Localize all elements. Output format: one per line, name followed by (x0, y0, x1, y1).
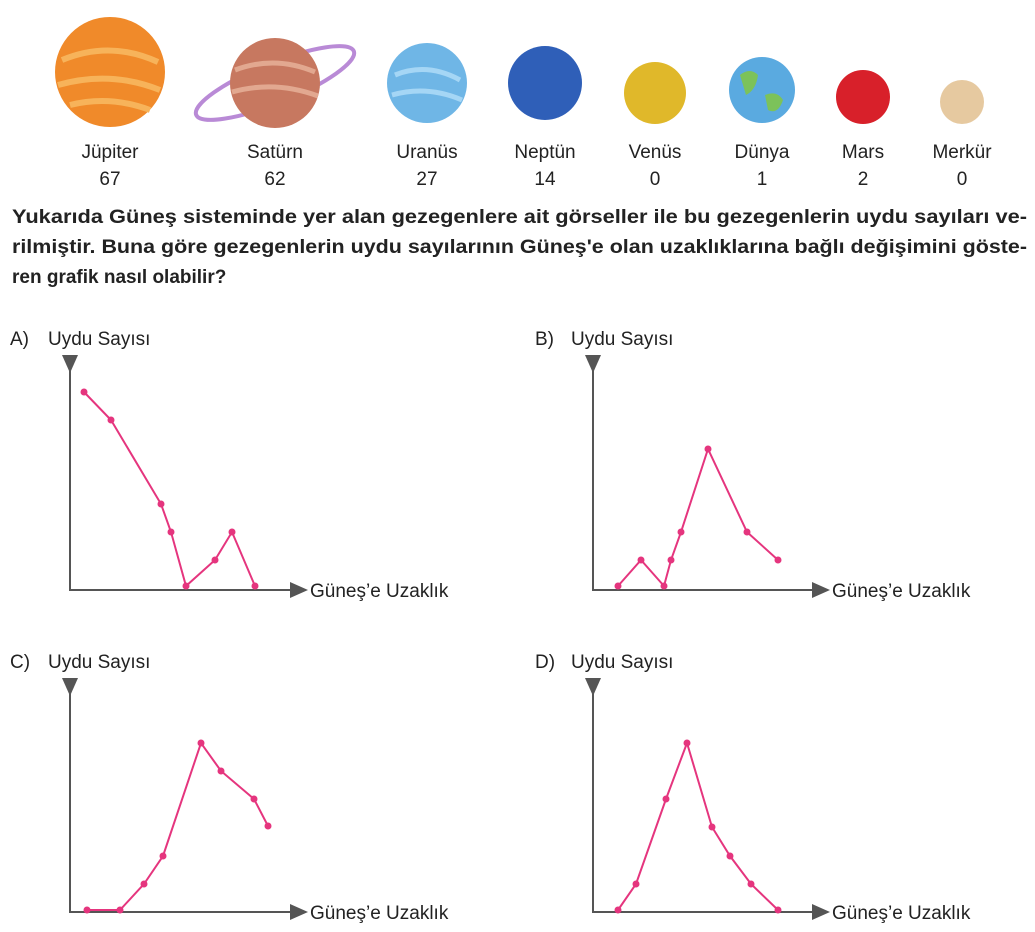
moon-count: 2 (858, 169, 869, 190)
x-axis-label: Güneş’e Uzaklık (832, 581, 971, 602)
moon-count: 0 (650, 169, 661, 190)
planet-name: Uranüs (396, 142, 457, 163)
planet-name: Jüpiter (81, 142, 139, 163)
moon-count: 27 (416, 169, 437, 190)
option-letter: D) (535, 652, 555, 673)
planet-images (55, 17, 984, 128)
planet-labels: Jüpiter 67 Satürn 62 Uranüs 27 Neptün 14… (81, 142, 992, 190)
moon-count: 0 (957, 169, 968, 190)
planet-name: Dünya (735, 142, 790, 163)
planet-name: Venüs (629, 142, 682, 163)
question-line: ren grafik nasıl olabilir? (12, 267, 226, 288)
planet-name: Neptün (514, 142, 575, 163)
option-a: A) Uydu Sayısı Güneş’e Uzaklık (10, 329, 449, 602)
question-line: Yukarıda Güneş sisteminde yer alan gezeg… (12, 207, 1027, 228)
x-axis-label: Güneş’e Uzaklık (310, 903, 449, 924)
planet-name: Satürn (247, 142, 303, 163)
option-d: D) Uydu Sayısı Güneş’e Uzaklık (535, 652, 971, 924)
y-axis-label: Uydu Sayısı (48, 652, 150, 673)
planet-name: Merkür (932, 142, 992, 163)
moon-count: 14 (534, 169, 556, 190)
question-line: rilmiştir. Buna göre gezegenlerin uydu s… (12, 237, 1027, 258)
option-letter: C) (10, 652, 30, 673)
planet-name: Mars (842, 142, 884, 163)
x-axis-label: Güneş’e Uzaklık (832, 903, 971, 924)
y-axis-label: Uydu Sayısı (571, 652, 673, 673)
x-axis-label: Güneş’e Uzaklık (310, 581, 449, 602)
y-axis-label: Uydu Sayısı (48, 329, 150, 350)
moon-count: 1 (757, 169, 768, 190)
option-c: C) Uydu Sayısı Güneş’e Uzaklık (10, 652, 449, 924)
y-axis-label: Uydu Sayısı (571, 329, 673, 350)
moon-count: 67 (99, 169, 120, 190)
option-letter: B) (535, 329, 554, 350)
option-letter: A) (10, 329, 29, 350)
option-b: B) Uydu Sayısı Güneş’e Uzaklık (535, 329, 971, 602)
moon-count: 62 (264, 169, 285, 190)
